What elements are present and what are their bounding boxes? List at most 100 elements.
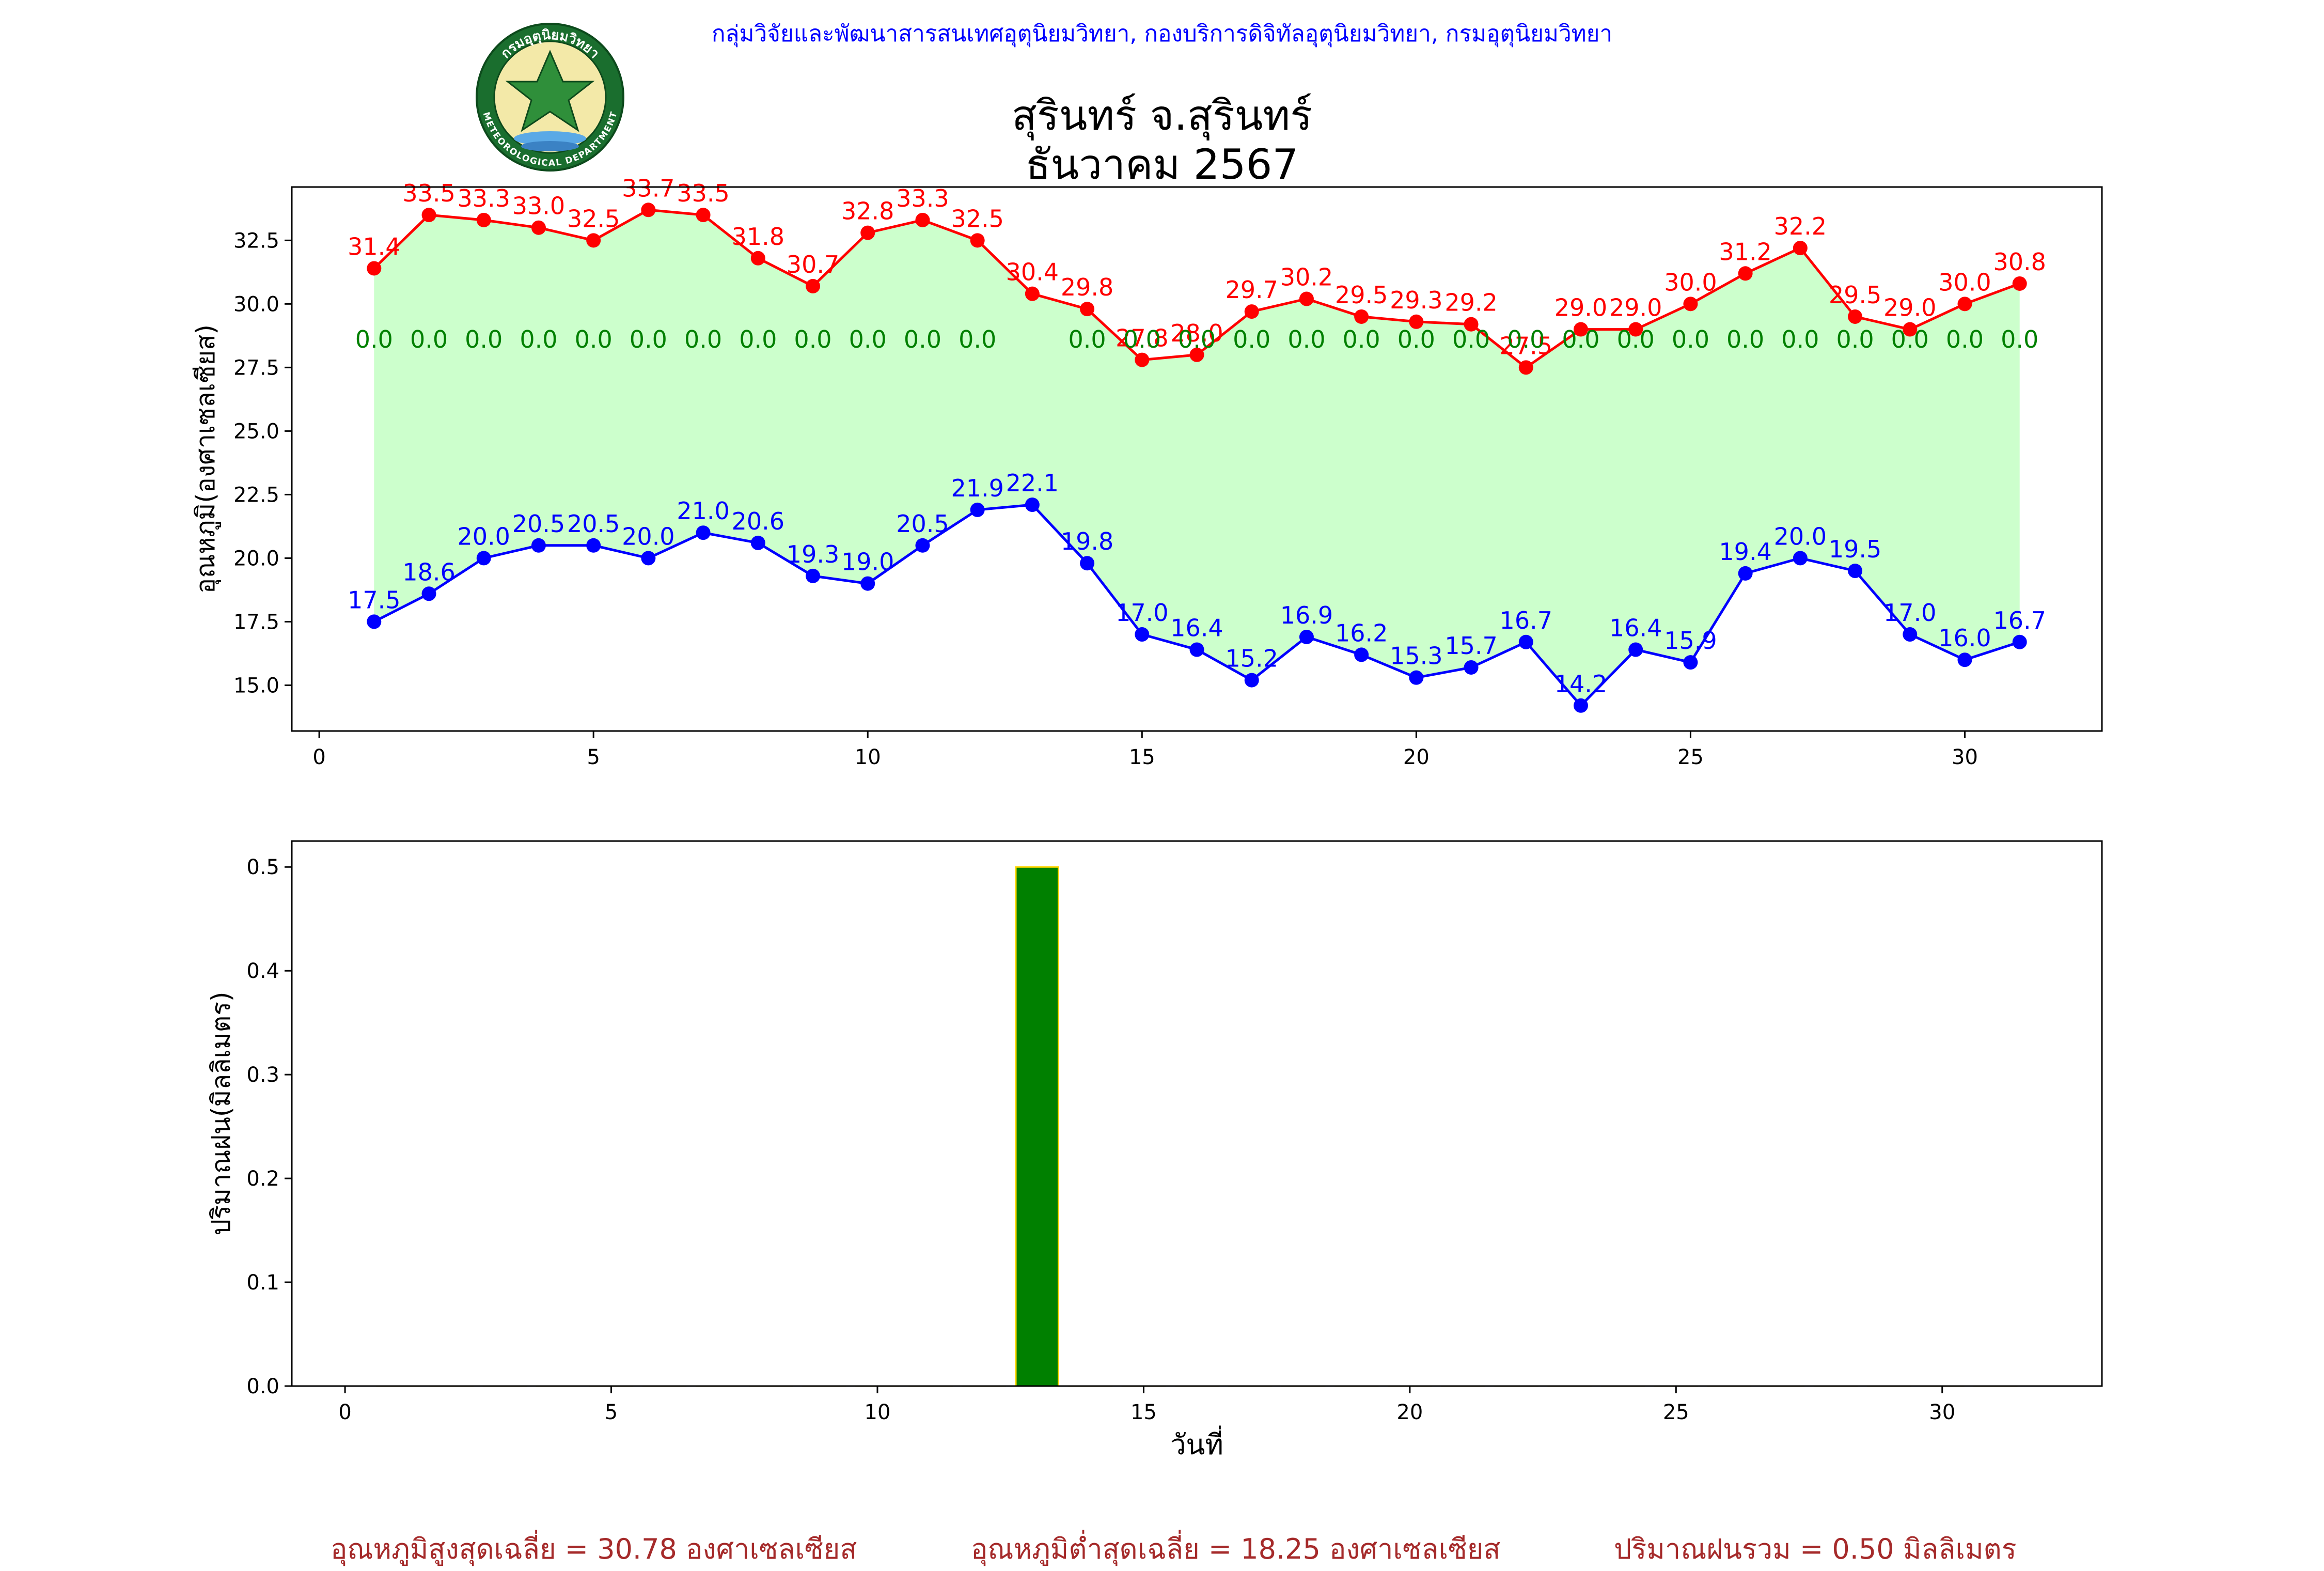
y-tick-label: 0.2 bbox=[246, 1167, 279, 1191]
min-temperature-point bbox=[1299, 630, 1314, 644]
daily-rain-label: 0.0 bbox=[1287, 325, 1325, 353]
daily-rain-label: 0.0 bbox=[1891, 325, 1929, 353]
min-temperature-label: 16.7 bbox=[1500, 606, 1552, 634]
min-temperature-point bbox=[1519, 635, 1533, 649]
min-temperature-label: 15.9 bbox=[1664, 627, 1717, 655]
y-tick-label: 15.0 bbox=[233, 674, 279, 697]
daily-rain-label: 0.0 bbox=[739, 325, 777, 353]
x-tick-label: 0 bbox=[312, 745, 325, 769]
min-temperature-point bbox=[531, 538, 546, 553]
min-temperature-point bbox=[641, 551, 655, 565]
x-tick-label: 5 bbox=[587, 745, 600, 769]
daily-rain-label: 0.0 bbox=[1178, 325, 1216, 353]
x-tick-label: 5 bbox=[605, 1401, 618, 1424]
min-temperature-point bbox=[1738, 566, 1753, 581]
min-temperature-point bbox=[915, 538, 930, 553]
max-temperature-point bbox=[1683, 297, 1698, 311]
x-tick-label: 30 bbox=[1952, 745, 1978, 769]
min-temperature-label: 16.9 bbox=[1280, 601, 1333, 629]
summary-max-average: อุณหภูมิสูงสุดเฉลี่ย = 30.78 องศาเซลเซีย… bbox=[331, 1527, 857, 1571]
daily-rain-label: 0.0 bbox=[630, 325, 667, 353]
daily-rain-label: 0.0 bbox=[1233, 325, 1270, 353]
min-temperature-point bbox=[1464, 660, 1479, 675]
min-temperature-label: 20.6 bbox=[732, 507, 784, 535]
y-tick-label: 0.5 bbox=[246, 856, 279, 879]
min-temperature-label: 16.0 bbox=[1938, 624, 1991, 652]
min-temperature-label: 15.3 bbox=[1390, 642, 1442, 670]
y-tick-label: 0.0 bbox=[246, 1375, 279, 1398]
max-temperature-label: 29.7 bbox=[1226, 276, 1278, 304]
summary-min-average: อุณหภูมิต่ำสุดเฉลี่ย = 18.25 องศาเซลเซีย… bbox=[971, 1527, 1500, 1571]
min-temperature-label: 19.3 bbox=[787, 540, 839, 568]
daily-rain-label: 0.0 bbox=[1781, 325, 1819, 353]
daily-rain-label: 0.0 bbox=[520, 325, 557, 353]
min-temperature-point bbox=[1957, 652, 1972, 667]
daily-rain-label: 0.0 bbox=[355, 325, 393, 353]
max-temperature-label: 29.5 bbox=[1335, 281, 1388, 309]
max-temperature-label: 29.0 bbox=[1609, 294, 1662, 322]
max-temperature-label: 29.0 bbox=[1554, 294, 1607, 322]
daily-rain-label: 0.0 bbox=[410, 325, 448, 353]
y-tick-label: 0.1 bbox=[246, 1271, 279, 1295]
min-temperature-point bbox=[2013, 635, 2027, 649]
min-temperature-label: 20.0 bbox=[458, 522, 510, 550]
max-temperature-label: 29.3 bbox=[1390, 286, 1442, 314]
max-temperature-point bbox=[1957, 297, 1972, 311]
max-temperature-label: 30.8 bbox=[1993, 248, 2046, 276]
x-axis-label: วันที่ bbox=[1170, 1425, 1223, 1461]
max-temperature-point bbox=[1135, 353, 1149, 367]
x-tick-label: 20 bbox=[1403, 745, 1430, 769]
x-tick-label: 0 bbox=[338, 1401, 351, 1424]
max-temperature-label: 33.0 bbox=[512, 192, 565, 220]
max-temperature-point bbox=[1080, 302, 1094, 316]
max-temperature-point bbox=[806, 279, 820, 293]
min-temperature-label: 21.0 bbox=[677, 497, 729, 525]
max-temperature-label: 29.2 bbox=[1444, 289, 1497, 317]
min-temperature-label: 20.0 bbox=[1774, 522, 1827, 550]
x-tick-label: 15 bbox=[1129, 745, 1155, 769]
y-axis-label: อุณหภูมิ(องศาเซลเซียส) bbox=[191, 324, 221, 594]
daily-rain-label: 0.0 bbox=[465, 325, 503, 353]
min-temperature-label: 15.7 bbox=[1444, 632, 1497, 660]
min-temperature-point bbox=[1848, 564, 1862, 578]
max-temperature-point bbox=[1848, 309, 1862, 324]
min-temperature-point bbox=[1245, 673, 1259, 688]
daily-rain-label: 0.0 bbox=[1123, 325, 1161, 353]
min-temperature-point bbox=[1628, 643, 1643, 657]
min-temperature-label: 17.5 bbox=[348, 586, 400, 614]
y-tick-label: 32.5 bbox=[233, 229, 279, 253]
max-temperature-label: 33.5 bbox=[677, 179, 729, 207]
max-temperature-point bbox=[1519, 360, 1533, 375]
daily-rain-label: 0.0 bbox=[849, 325, 887, 353]
daily-rain-label: 0.0 bbox=[1397, 325, 1435, 353]
max-temperature-point bbox=[531, 221, 546, 235]
y-tick-label: 27.5 bbox=[233, 356, 279, 380]
daily-rain-label: 0.0 bbox=[1562, 325, 1599, 353]
y-tick-label: 25.0 bbox=[233, 419, 279, 443]
daily-rain-label: 0.0 bbox=[1672, 325, 1709, 353]
max-temperature-point bbox=[1025, 287, 1040, 301]
min-temperature-point bbox=[860, 577, 875, 591]
min-temperature-label: 19.8 bbox=[1061, 527, 1113, 555]
daily-rain-label: 0.0 bbox=[904, 325, 941, 353]
min-temperature-point bbox=[970, 503, 985, 517]
y-tick-label: 0.4 bbox=[246, 959, 279, 983]
y-tick-label: 0.3 bbox=[246, 1063, 279, 1087]
max-temperature-label: 30.2 bbox=[1280, 263, 1333, 291]
y-tick-label: 17.5 bbox=[233, 610, 279, 634]
max-temperature-point bbox=[860, 226, 875, 240]
max-temperature-label: 29.8 bbox=[1061, 273, 1113, 301]
max-temperature-point bbox=[696, 208, 711, 222]
x-tick-label: 25 bbox=[1663, 1401, 1689, 1424]
min-temperature-label: 19.5 bbox=[1829, 535, 1881, 563]
x-tick-label: 10 bbox=[855, 745, 881, 769]
daily-rain-label: 0.0 bbox=[1946, 325, 1984, 353]
daily-rain-label: 0.0 bbox=[1507, 325, 1545, 353]
max-temperature-point bbox=[1793, 241, 1808, 255]
min-temperature-label: 16.4 bbox=[1609, 614, 1662, 642]
min-temperature-point bbox=[1683, 655, 1698, 670]
max-temperature-point bbox=[422, 208, 436, 222]
min-temperature-label: 17.0 bbox=[1883, 599, 1936, 627]
min-temperature-point bbox=[1574, 698, 1588, 713]
